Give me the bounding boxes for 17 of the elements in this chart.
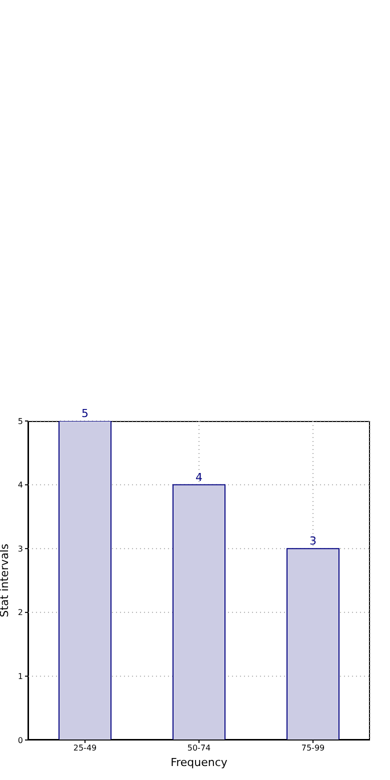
y-tick-label: 5 [18, 416, 23, 426]
y-tick-label: 3 [18, 544, 23, 554]
y-axis-title: Stat intervals [0, 543, 11, 618]
bar [58, 421, 112, 740]
y-tick-label: 1 [18, 672, 23, 682]
x-tick-label: 50-74 [187, 744, 211, 753]
y-tick-label: 4 [18, 480, 23, 490]
x-axis-title: Frequency [170, 756, 228, 769]
x-tick-label: 75-99 [301, 744, 325, 753]
data-label: 4 [196, 470, 202, 484]
y-tick-label: 2 [18, 608, 23, 618]
data-label: 5 [82, 407, 88, 420]
data-label: 3 [310, 534, 316, 548]
x-tick-label: 25-49 [73, 744, 97, 753]
y-tick-label: 0 [18, 736, 23, 745]
bar [172, 484, 226, 740]
bar [286, 548, 340, 740]
